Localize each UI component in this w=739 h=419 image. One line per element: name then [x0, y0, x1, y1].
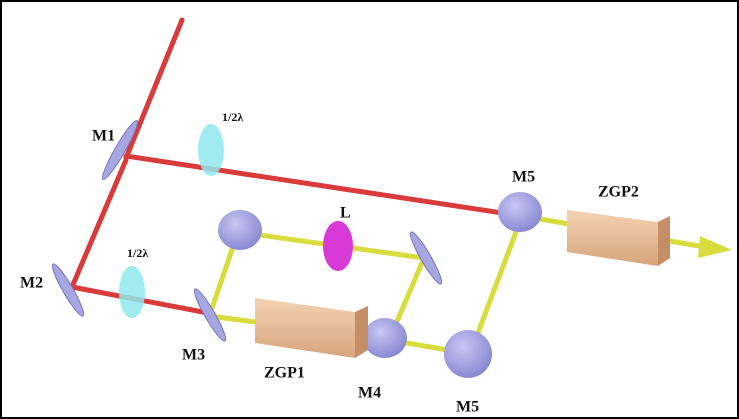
wave-plate-label: 1/2λ	[127, 246, 148, 260]
mirror-label: M1	[92, 128, 115, 145]
crystal-label: ZGP1	[264, 365, 305, 382]
diagram: 1/2λ M1 M5 ZGP2 L M2 1/2λ M3 ZGP1 M4 M5	[0, 0, 739, 419]
mirror-label: M5	[512, 169, 535, 186]
crystal-label: ZGP2	[598, 184, 639, 201]
frame	[1, 1, 738, 418]
lens-label: L	[340, 205, 351, 222]
mirror-label: M5	[456, 399, 479, 416]
mirror-label: M4	[358, 385, 381, 402]
mirror-label: M2	[20, 275, 43, 292]
mirror-label: M3	[182, 347, 205, 364]
page: 1/2λ M1 M5 ZGP2 L M2 1/2λ M3 ZGP1 M4 M5 …	[0, 0, 739, 419]
wave-plate-label: 1/2λ	[222, 110, 243, 124]
